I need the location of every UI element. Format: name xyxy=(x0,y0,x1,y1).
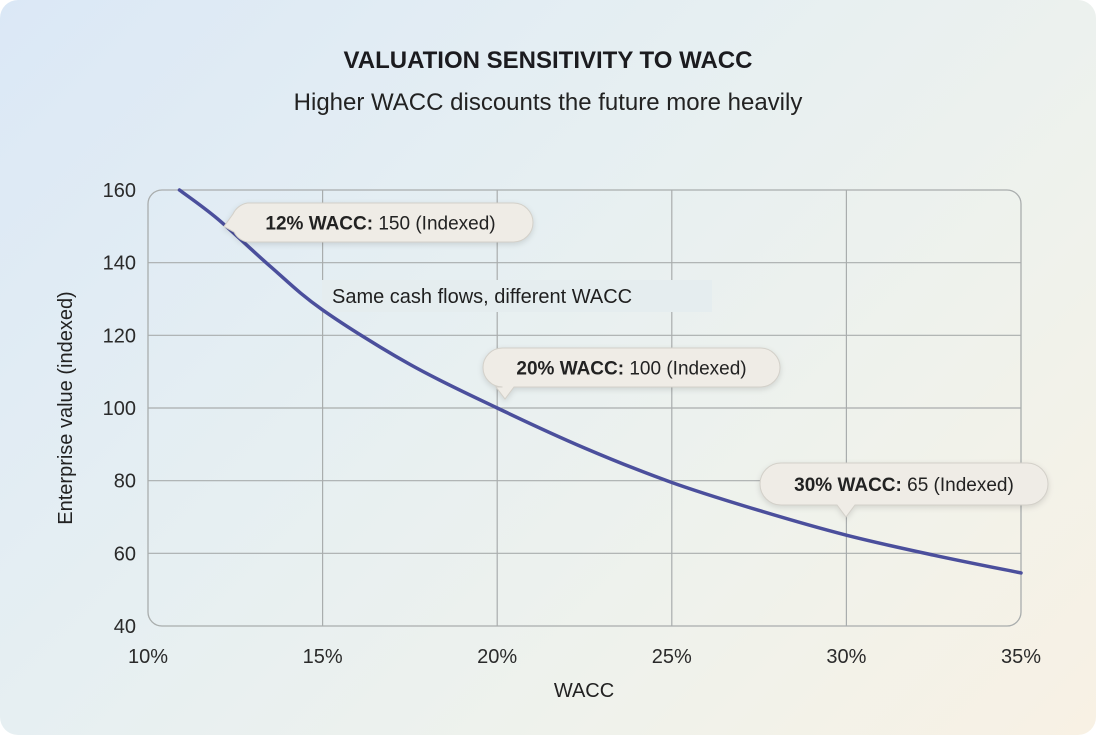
callout-value: 150 (Indexed) xyxy=(373,214,496,235)
chart-title: VALUATION SENSITIVITY TO WACC xyxy=(344,47,753,74)
callout-bubble: 20% WACC: 100 (Indexed) xyxy=(482,347,781,400)
y-tick-label: 160 xyxy=(103,180,136,202)
y-tick-label: 80 xyxy=(114,471,136,493)
series-line xyxy=(177,188,1023,575)
x-tick-label: 20% xyxy=(477,646,517,668)
callout-label: 20% WACC: xyxy=(516,359,624,380)
callout-bubble: 30% WACC: 65 (Indexed) xyxy=(759,462,1049,518)
callout-text: 12% WACC: 150 (Indexed) xyxy=(265,214,495,235)
x-tick-label: 30% xyxy=(826,646,866,668)
callout-shape xyxy=(759,462,1049,518)
callout-value: 65 (Indexed) xyxy=(902,475,1014,496)
x-tick-label: 10% xyxy=(128,646,168,668)
ticks: 10% 15% 20% 25% 30% 35% 40 60 80 100 120 140 160 xyxy=(103,180,1042,668)
x-axis-label: WACC xyxy=(554,680,614,702)
callout-shape xyxy=(482,347,781,400)
callout-value: 100 (Indexed) xyxy=(624,359,747,380)
x-tick-label: 25% xyxy=(652,646,692,668)
callout-text: 20% WACC: 100 (Indexed) xyxy=(516,359,746,380)
annotation-note: Same cash flows, different WACC xyxy=(332,286,632,308)
callouts: 12% WACC: 150 (Indexed) 20% WACC: 100 (In… xyxy=(223,202,1049,518)
y-tick-label: 100 xyxy=(103,398,136,420)
y-tick-label: 120 xyxy=(103,325,136,347)
y-tick-label: 60 xyxy=(114,543,136,565)
y-axis-label: Enterprise value (indexed) xyxy=(55,291,77,524)
y-tick-label: 140 xyxy=(103,253,136,275)
callout-label: 12% WACC: xyxy=(265,214,373,235)
callout-text: 30% WACC: 65 (Indexed) xyxy=(794,475,1014,496)
grid xyxy=(148,190,1021,626)
callout-bubble: 12% WACC: 150 (Indexed) xyxy=(223,202,534,243)
callout-shape xyxy=(223,202,534,243)
chart-subtitle: Higher WACC discounts the future more he… xyxy=(294,89,803,116)
x-tick-label: 15% xyxy=(303,646,343,668)
callout-label: 30% WACC: xyxy=(794,475,902,496)
note-background xyxy=(322,280,712,312)
x-tick-label: 35% xyxy=(1001,646,1041,668)
y-tick-label: 40 xyxy=(114,616,136,638)
